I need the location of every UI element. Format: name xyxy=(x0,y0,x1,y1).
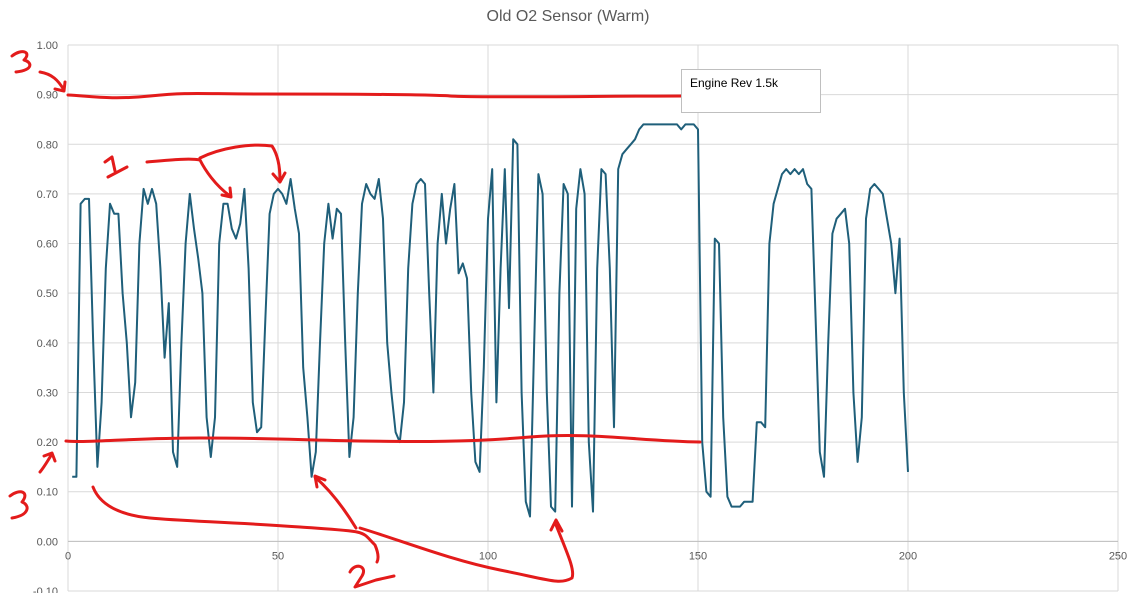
x-tick-label: 100 xyxy=(479,550,497,562)
label-3-top xyxy=(10,50,32,74)
y-tick-label: 0.80 xyxy=(37,139,58,151)
label-3-bottom xyxy=(8,490,29,520)
y-tick-label: 0.60 xyxy=(37,239,58,251)
y-tick-label: 0.40 xyxy=(37,338,58,350)
y-tick-label: 0.10 xyxy=(37,487,58,499)
y-tick-label: 0.50 xyxy=(37,288,58,300)
arrow-3-top xyxy=(38,70,67,93)
y-tick-label: 0.00 xyxy=(37,536,58,548)
label-1 xyxy=(103,155,129,179)
engine-rev-textbox: Engine Rev 1.5k xyxy=(681,69,821,113)
lower-threshold-line xyxy=(64,433,702,444)
x-tick-label: 150 xyxy=(689,550,707,562)
x-tick-label: 50 xyxy=(272,550,284,562)
arrow-2-right xyxy=(358,518,575,583)
chart-title: Old O2 Sensor (Warm) xyxy=(486,8,650,25)
x-tick-label: 200 xyxy=(899,550,917,562)
label-2 xyxy=(348,564,396,589)
arrow-3-bottom xyxy=(38,451,57,474)
arrow-1-right xyxy=(198,143,287,184)
y-tick-label: 0.70 xyxy=(37,189,58,201)
arrow-1-left xyxy=(145,157,233,199)
arrow-2-mid xyxy=(313,474,358,530)
arrow-2-left xyxy=(91,485,380,564)
x-tick-label: 0 xyxy=(65,550,71,562)
x-tick-label: 250 xyxy=(1109,550,1127,562)
y-tick-label: 0.20 xyxy=(37,437,58,449)
upper-threshold-line xyxy=(66,92,686,100)
series-line xyxy=(72,123,909,518)
y-tick-label: 1.00 xyxy=(37,40,58,52)
y-tick-label: 0.90 xyxy=(37,90,58,102)
y-tick-label: -0.10 xyxy=(33,586,58,593)
y-tick-label: 0.30 xyxy=(37,387,58,399)
